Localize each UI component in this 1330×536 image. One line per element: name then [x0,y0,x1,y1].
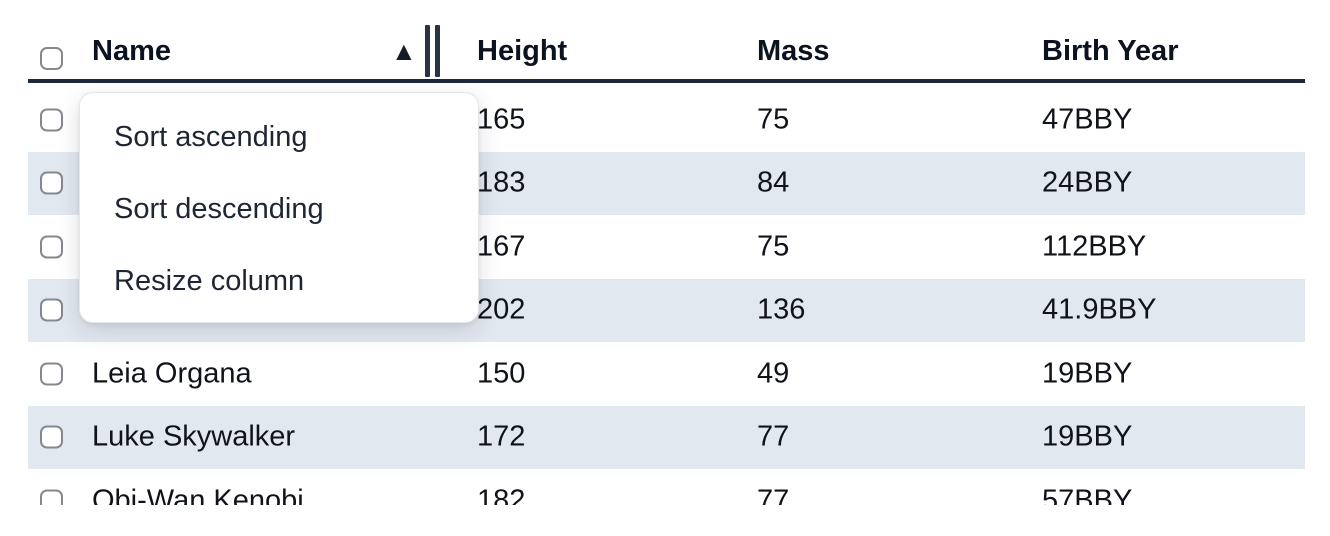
cell-birth-year: 57BBY [1042,484,1133,505]
table-row: Leia Organa 150 49 19BBY [28,342,1305,406]
column-header-birth-year[interactable]: Birth Year [1042,34,1179,67]
cell-birth-year: 19BBY [1042,420,1133,453]
cell-mass: 136 [757,293,806,326]
cell-birth-year: 47BBY [1042,103,1133,136]
column-context-menu: Sort ascending Sort descending Resize co… [79,92,479,323]
cell-height: 202 [477,293,526,326]
cell-height: 165 [477,103,526,136]
row-checkbox[interactable] [40,425,63,449]
cell-name: Leia Organa [92,357,252,390]
row-checkbox[interactable] [40,298,63,322]
menu-item-resize-column[interactable]: Resize column [114,264,305,297]
menu-item-sort-ascending[interactable]: Sort ascending [114,120,308,153]
cell-mass: 77 [757,420,790,453]
cell-mass: 84 [757,166,790,199]
column-resize-handle-icon[interactable] [425,25,440,77]
row-checkbox[interactable] [40,362,63,386]
table-header-row: Name ▲ Height Mass Birth Year [28,0,1305,83]
cell-birth-year: 24BBY [1042,166,1133,199]
cell-birth-year: 112BBY [1042,230,1147,263]
select-all-checkbox[interactable] [40,47,63,70]
cell-height: 182 [477,484,526,505]
column-header-height[interactable]: Height [477,34,568,67]
cell-mass: 75 [757,230,790,263]
cell-name: Obi-Wan Kenobi [92,484,304,505]
cell-height: 183 [477,166,526,199]
column-header-name[interactable]: Name [92,34,171,67]
cell-birth-year: 41.9BBY [1042,293,1157,326]
cell-height: 150 [477,357,526,390]
cell-mass: 77 [757,484,790,505]
table-row: Obi-Wan Kenobi 182 77 57BBY [28,469,1305,505]
column-header-mass[interactable]: Mass [757,34,830,67]
cell-birth-year: 19BBY [1042,357,1133,390]
cell-mass: 49 [757,357,790,390]
row-checkbox[interactable] [40,171,63,195]
row-checkbox[interactable] [40,235,63,259]
table-row: Luke Skywalker 172 77 19BBY [28,405,1305,469]
row-checkbox[interactable] [40,108,63,132]
cell-mass: 75 [757,103,790,136]
sort-ascending-icon[interactable]: ▲ [391,36,417,66]
cell-height: 167 [477,230,526,263]
menu-item-sort-descending[interactable]: Sort descending [114,192,324,225]
row-checkbox[interactable] [40,489,63,505]
cell-name: Luke Skywalker [92,420,296,453]
cell-height: 172 [477,420,526,453]
